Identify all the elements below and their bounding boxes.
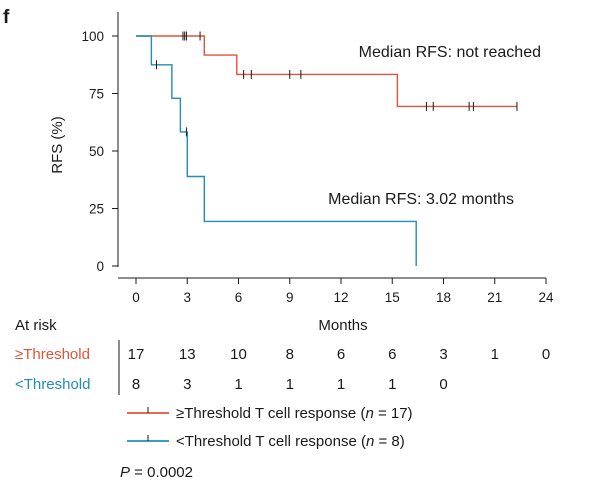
legend-label-suffix: = 17) [374,405,413,422]
risk-cell: 0 [542,346,550,363]
series-line-0 [136,35,517,108]
legend-label-n: n [366,433,374,450]
risk-cell: 1 [234,376,242,393]
legend-label-suffix: = 8) [374,433,404,450]
risk-cell: 1 [286,376,294,393]
annotation-high: Median RFS: not reached [359,44,541,61]
y-tick-label: 50 [89,144,104,159]
series-line-1 [136,35,417,266]
legend: ≥Threshold T cell response (n = 17) <Thre… [127,405,413,450]
risk-cell: 0 [439,376,447,393]
x-tick-label: 24 [538,290,554,305]
y-tick-label: 0 [96,259,104,274]
x-tick-label: 21 [487,290,502,305]
x-tick-label: 3 [183,290,191,305]
x-tick-label: 18 [436,290,451,305]
y-tick-label: 100 [81,29,104,44]
risk-cell: 8 [286,346,294,363]
x-axis-title: Months [318,317,367,334]
legend-label-n: n [365,405,373,422]
legend-label: <Threshold T cell response (n = 8) [176,433,405,450]
risk-cell: 1 [491,346,499,363]
risk-cell: 3 [439,346,447,363]
legend-label-prefix: <Threshold T cell response ( [176,433,366,450]
risk-table-title: At risk [15,317,57,334]
legend-label-prefix: ≥Threshold T cell response ( [176,405,365,422]
risk-table: At risk ≥Threshold 17 13 10 8 6 6 3 1 0<Threshold… [15,317,550,395]
risk-cell: 1 [337,376,345,393]
x-tick-label: 9 [286,290,294,305]
risk-cell: 17 [128,346,145,363]
risk-cell: 6 [337,346,345,363]
risk-cell: 6 [388,346,396,363]
axes: 0 25 50 75 100 0 3 6 9 12 15 18 21 24 [81,12,554,305]
p-value-text: = 0.0002 [130,464,193,481]
risk-cell: 3 [183,376,191,393]
risk-cell: 13 [179,346,196,363]
risk-cell: 8 [132,376,140,393]
x-tick-label: 0 [132,290,140,305]
y-axis-title: RFS (%) [49,116,66,174]
legend-label: ≥Threshold T cell response (n = 17) [176,405,413,422]
p-value: P = 0.0002 [120,464,193,481]
risk-cell: 10 [230,346,247,363]
risk-row-label: <Threshold [15,376,90,393]
risk-cell: 1 [388,376,396,393]
p-value-label: P [120,464,130,481]
risk-row-label: ≥Threshold [15,346,90,363]
x-tick-label: 6 [235,290,243,305]
y-tick-label: 25 [89,202,104,217]
panel-letter: f [3,7,10,28]
x-tick-label: 12 [333,290,348,305]
annotation-low: Median RFS: 3.02 months [328,191,514,208]
y-tick-label: 75 [89,87,104,102]
x-tick-label: 15 [385,290,400,305]
plot-area [136,31,518,266]
